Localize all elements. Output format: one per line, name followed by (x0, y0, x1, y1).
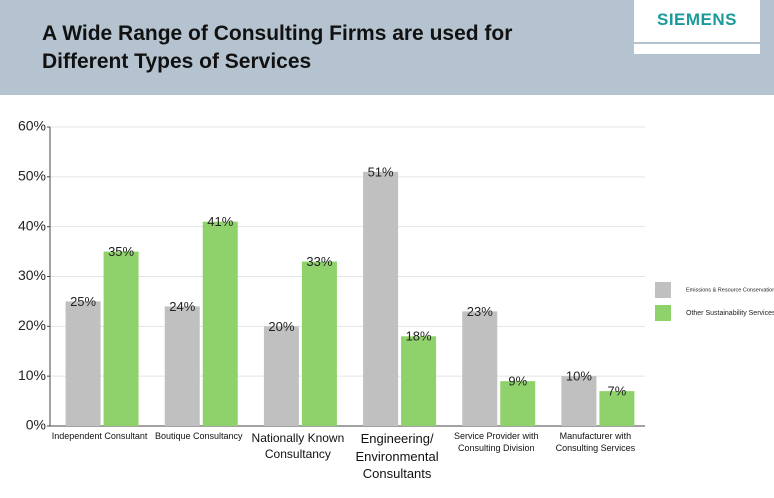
data-label: 9% (508, 374, 527, 389)
y-tick-label: 60% (18, 118, 46, 134)
y-tick-label: 40% (18, 217, 46, 233)
y-tick-label: 20% (18, 317, 46, 333)
data-label: 20% (268, 319, 294, 334)
bar (363, 171, 399, 426)
y-tick-label: 10% (18, 367, 46, 383)
y-tick-label: 30% (18, 267, 46, 283)
bar (263, 326, 299, 426)
bar (202, 221, 238, 426)
bar (301, 261, 337, 426)
bar (164, 306, 200, 426)
data-label: 33% (306, 254, 332, 269)
logo-box (634, 44, 760, 54)
bar (462, 311, 498, 426)
data-label: 18% (406, 329, 432, 344)
chart-title: A Wide Range of Consulting Firms are use… (42, 22, 513, 73)
bar (561, 376, 597, 426)
legend-label: Other Sustainability Services (686, 310, 774, 317)
bar (599, 391, 635, 426)
y-tick-label: 0% (26, 417, 46, 433)
brand-logo: SIEMENS (656, 10, 738, 29)
data-label: 10% (566, 369, 592, 384)
x-tick-label: Independent Consultant (51, 431, 148, 441)
x-tick-label: Nationally Known Consultancy (251, 431, 345, 462)
legend-swatch (655, 282, 671, 298)
data-label: 23% (467, 304, 493, 319)
x-tick-label: Engineering/ Environmental Consultants (355, 431, 439, 482)
bar (65, 301, 101, 426)
legend-swatch (655, 305, 671, 321)
bar (103, 251, 139, 426)
y-tick-label: 50% (18, 168, 46, 184)
data-label: 25% (70, 294, 96, 309)
bar (500, 381, 536, 426)
data-label: 24% (169, 299, 195, 314)
legend-label: Emissions & Resource Conservation (686, 287, 774, 293)
x-tick-label: Manufacturer with Consulting Services (555, 431, 636, 454)
x-tick-label: Service Provider with Consulting Divisio… (453, 431, 539, 454)
bar (401, 336, 437, 426)
data-label: 41% (207, 214, 233, 229)
x-tick-label: Boutique Consultancy (154, 431, 243, 441)
data-label: 51% (368, 164, 394, 179)
data-label: 35% (108, 244, 134, 259)
data-label: 7% (608, 384, 627, 399)
